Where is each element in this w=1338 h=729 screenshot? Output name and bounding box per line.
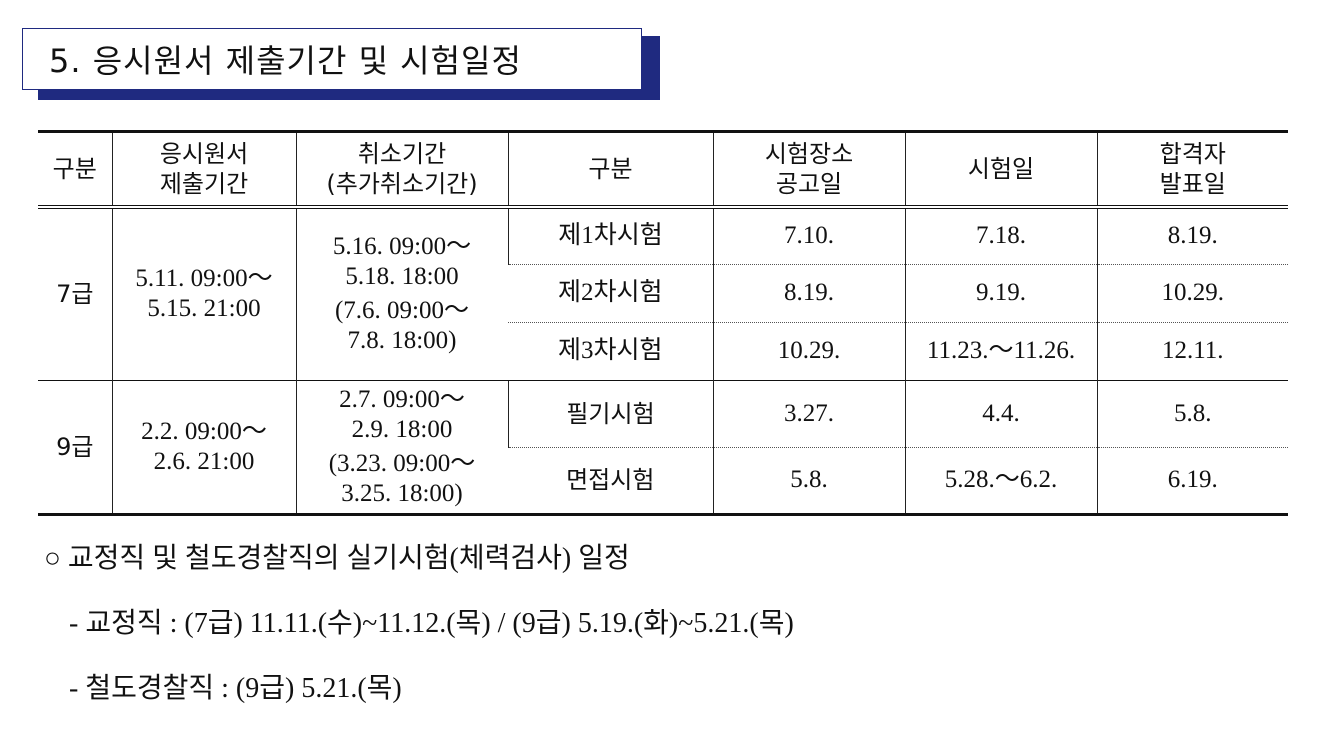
cancel-period: 2.7. 09:00～ 2.9. 18:00 xyxy=(297,385,508,445)
table-body: 7급 5.11. 09:00～ 5.15. 21:00 5.16. 09:00～ 5.1… xyxy=(38,206,1288,516)
heading: 5. 응시원서 제출기간 및 시험일정 xyxy=(22,28,660,100)
cell-line: 구분 xyxy=(588,155,633,183)
cell-line: 7.8. 18:00) xyxy=(347,327,457,355)
cancel-period: 5.16. 09:00～ 5.18. 18:00 xyxy=(297,232,508,292)
header-cell: 취소기간 (추가취소기간) xyxy=(295,130,508,209)
cell-line: (3.23. 09:00～ xyxy=(328,449,476,477)
cell-line: 2.9. 18:00 xyxy=(351,415,453,443)
exam-date: 9.19. xyxy=(904,263,1097,322)
exam-date: 7.18. xyxy=(904,206,1097,264)
submit-cell: 2.2. 09:00～ 2.6. 21:00 xyxy=(111,379,296,516)
table-header: 구분 응시원서 제출기간 취소기간 (추가취소기간) 구분 시험장소 공고일 시험일 합격자 발표일 xyxy=(38,130,1288,209)
exam-name: 제3차시험 xyxy=(508,321,713,380)
submit-cell: 5.11. 09:00～ 5.15. 21:00 xyxy=(111,206,296,380)
note-line: ○ 교정직 및 철도경찰직의 실기시험(체력검사) 일정 xyxy=(44,543,630,574)
cell-line: (추가취소기간) xyxy=(326,170,478,198)
exam-name: 면접시험 xyxy=(508,446,713,516)
header-row: 구분 응시원서 제출기간 취소기간 (추가취소기간) 구분 시험장소 공고일 시험일 합격자 발표일 xyxy=(38,130,1288,209)
cell-line: 2.7. 09:00～ xyxy=(339,385,465,413)
cell-line: 시험일 xyxy=(967,155,1035,183)
exam-date: 7.10. xyxy=(712,206,905,264)
cell-line: 2.2. 09:00～ xyxy=(141,417,267,445)
cell-line: 시험장소 xyxy=(764,140,854,168)
table-row: 제3차시험 10.29. 11.23.～11.26. 12.11. xyxy=(38,321,1288,380)
cell-line: 취소기간 xyxy=(357,140,447,168)
grade-cell: 7급 xyxy=(38,206,112,380)
cell-line: 합격자 xyxy=(1159,140,1226,168)
exam-name: 제1차시험 xyxy=(507,206,713,264)
cell-line: 5.15. 21:00 xyxy=(147,295,261,323)
cell-line: 공고일 xyxy=(775,170,843,198)
header-cell: 시험일 xyxy=(904,130,1097,209)
exam-date: 3.27. xyxy=(712,379,905,447)
exam-date: 8.19. xyxy=(712,263,905,322)
cell-line: (7.6. 09:00～ xyxy=(334,297,470,325)
table-row: 9급 2.2. 09:00～ 2.6. 21:00 2.7. 09:00～ 2.9. 1… xyxy=(38,379,1288,516)
cell-line: 5.18. 18:00 xyxy=(345,263,459,291)
exam-date: 6.19. xyxy=(1096,446,1288,516)
cell-line: 5.16. 09:00～ xyxy=(332,233,472,261)
exam-name: 필기시험 xyxy=(507,379,713,447)
heading-title: 5. 응시원서 제출기간 및 시험일정 xyxy=(22,28,642,90)
table-row: 면접시험 5.8. 5.28.～6.2. 6.19. xyxy=(38,446,1288,516)
exam-date: 5.28.～6.2. xyxy=(904,446,1097,516)
cell-line: 구분 xyxy=(52,155,97,183)
cell-line: 응시원서 xyxy=(159,140,249,168)
extra-cancel-period: (3.23. 09:00～ 3.25. 18:00) xyxy=(297,449,508,509)
exam-date: 10.29. xyxy=(712,321,905,380)
header-cell: 합격자 발표일 xyxy=(1096,130,1288,209)
cell-line: 2.6. 21:00 xyxy=(153,447,255,475)
header-cell: 시험장소 공고일 xyxy=(712,130,905,209)
exam-date: 11.23.～11.26. xyxy=(904,321,1097,380)
grade: 7급 xyxy=(56,280,94,309)
cell-line: 제출기간 xyxy=(159,170,249,198)
grade-cell: 9급 xyxy=(38,379,112,516)
cell-line: 발표일 xyxy=(1159,170,1226,198)
cancel-cell: 5.16. 09:00～ 5.18. 18:00 (7.6. 09:00～ 7.8. … xyxy=(295,206,508,380)
header-cell: 응시원서 제출기간 xyxy=(111,130,296,209)
exam-date: 4.4. xyxy=(904,379,1097,447)
exam-date: 10.29. xyxy=(1096,263,1288,322)
note-line: - 교정직 : (7급) 11.11.(수)~11.12.(목) / (9급) … xyxy=(62,608,794,639)
exam-date: 5.8. xyxy=(1096,379,1288,447)
table-row: 제2차시험 8.19. 9.19. 10.29. xyxy=(38,263,1288,322)
schedule-table: 구분 응시원서 제출기간 취소기간 (추가취소기간) 구분 시험장소 공고일 시험일 합격자 발표일… xyxy=(38,130,1288,516)
cancel-cell: 2.7. 09:00～ 2.9. 18:00 (3.23. 09:00～ 3.25. … xyxy=(295,379,508,516)
exam-date: 12.11. xyxy=(1096,321,1288,380)
note-line: - 철도경찰직 : (9급) 5.21.(목) xyxy=(62,673,402,704)
exam-date: 5.8. xyxy=(712,446,905,516)
exam-name: 제2차시험 xyxy=(508,263,713,322)
header-cell: 구분 xyxy=(507,130,713,209)
grade: 9급 xyxy=(56,432,94,461)
header-cell: 구분 xyxy=(38,130,112,209)
extra-cancel-period: (7.6. 09:00～ 7.8. 18:00) xyxy=(297,296,508,356)
cell-line: 3.25. 18:00) xyxy=(341,479,463,507)
exam-date: 8.19. xyxy=(1096,206,1288,264)
cell-line: 5.11. 09:00～ xyxy=(135,265,273,293)
table-row: 7급 5.11. 09:00～ 5.15. 21:00 5.16. 09:00～ 5.1… xyxy=(38,206,1288,380)
